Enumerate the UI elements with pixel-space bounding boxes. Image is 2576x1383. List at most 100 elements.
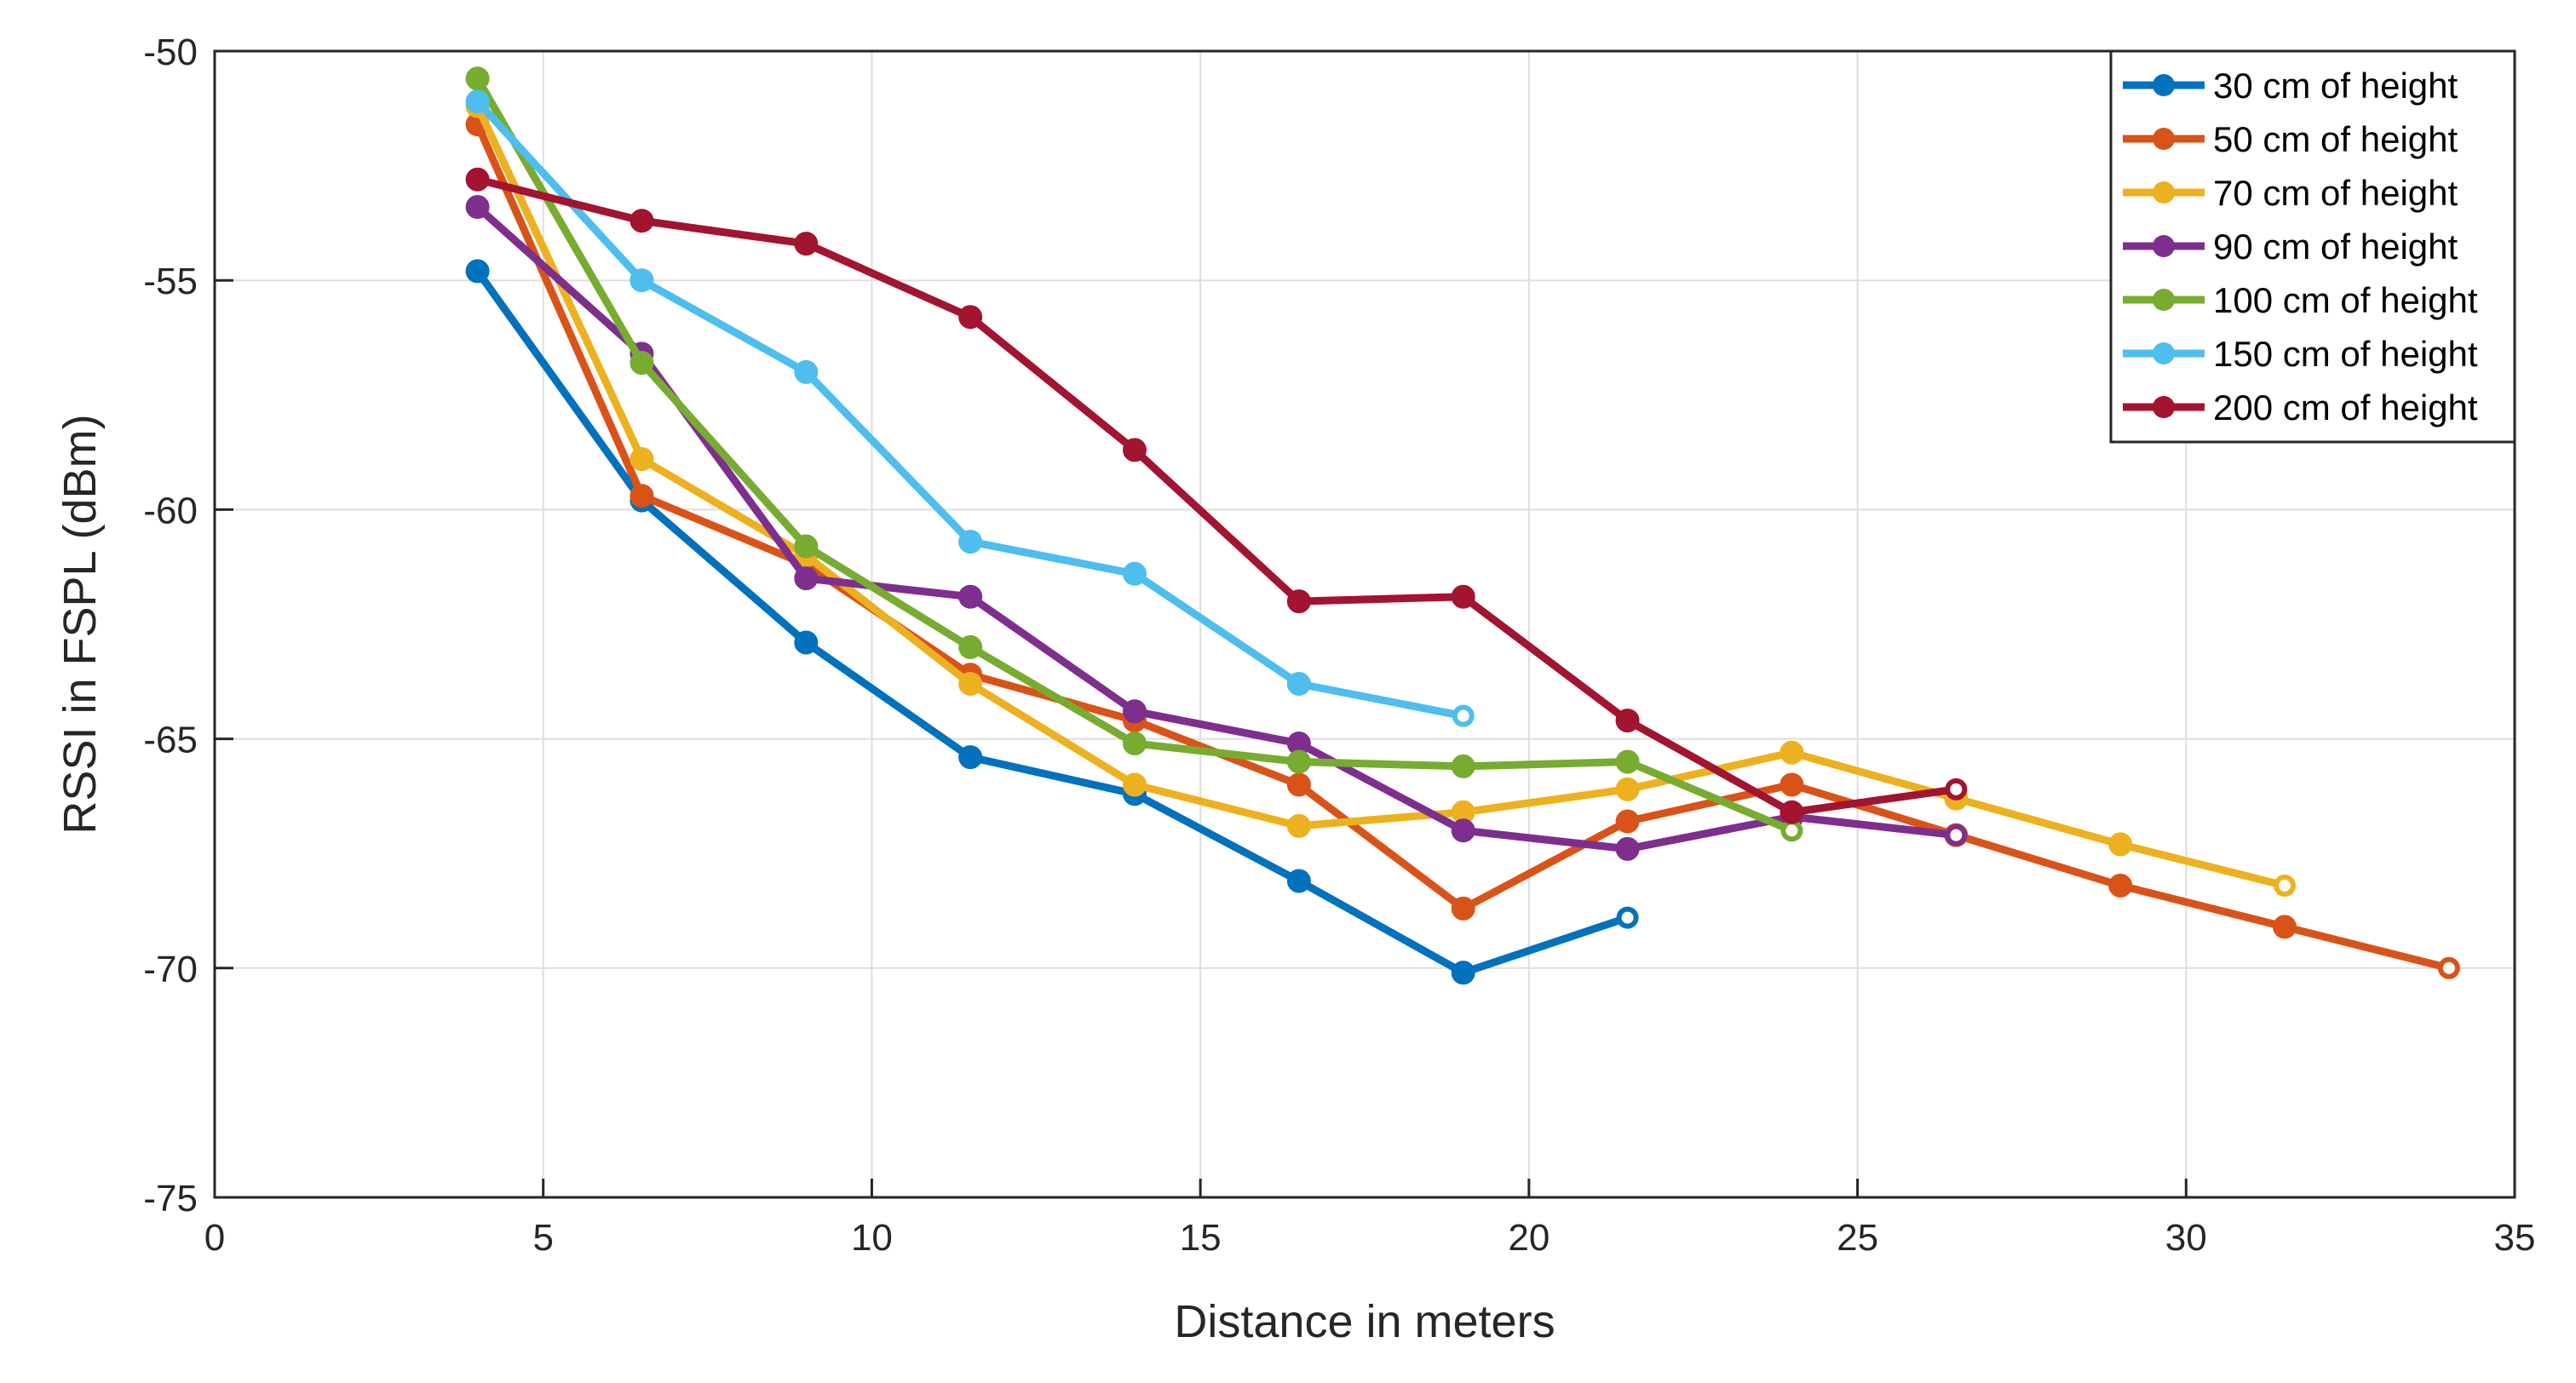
data-point — [1615, 777, 1640, 801]
series-6 — [465, 167, 1968, 824]
data-point — [794, 566, 819, 591]
data-point — [1780, 819, 1803, 842]
data-point — [1615, 709, 1640, 733]
data-point — [1123, 438, 1147, 462]
data-point — [794, 630, 819, 655]
data-point — [630, 351, 654, 376]
y-tick-label: -55 — [143, 261, 198, 302]
data-point — [1451, 818, 1475, 843]
data-point — [630, 209, 654, 233]
data-point — [2274, 874, 2296, 897]
data-point — [1286, 671, 1311, 696]
legend-marker — [2153, 342, 2175, 364]
data-point — [958, 584, 983, 609]
x-tick-label: 35 — [2494, 1217, 2536, 1259]
data-point — [1780, 800, 1804, 824]
y-tick-label: -75 — [143, 1178, 198, 1219]
data-point — [2273, 915, 2297, 939]
legend-marker — [2153, 396, 2175, 418]
y-tick-label: -70 — [143, 949, 198, 990]
data-point — [1286, 589, 1311, 614]
y-tick-label: -60 — [143, 490, 198, 531]
series-line — [474, 175, 1960, 817]
x-tick-label: 25 — [1837, 1217, 1878, 1259]
data-point — [465, 259, 490, 284]
legend-item: 200 cm of height — [2123, 387, 2478, 428]
x-tick-label: 15 — [1180, 1217, 1222, 1259]
legend-marker — [2153, 235, 2175, 257]
series-3 — [465, 195, 1968, 861]
y-tick-label: -50 — [143, 32, 198, 73]
y-axis: -75 -70 -65 -60 -55 -50 — [143, 32, 233, 1219]
legend-item: 150 cm of height — [2123, 334, 2478, 374]
data-point — [465, 167, 490, 192]
data-point — [1780, 740, 1804, 765]
plot-area — [213, 49, 2516, 1199]
data-point — [2108, 873, 2133, 898]
data-point — [1451, 896, 1475, 921]
data-point — [958, 305, 983, 330]
data-point — [1945, 778, 1968, 801]
data-point — [1452, 704, 1475, 727]
y-tick-label: -65 — [143, 720, 198, 761]
series-5 — [465, 89, 1475, 727]
data-point — [630, 447, 654, 472]
data-point — [465, 89, 490, 114]
data-point — [1286, 749, 1311, 774]
x-tick-label: 20 — [1508, 1217, 1550, 1259]
data-point — [794, 534, 819, 559]
data-point — [2108, 832, 2133, 857]
data-point — [958, 530, 983, 554]
data-point — [1123, 731, 1147, 755]
data-point — [1780, 772, 1804, 797]
x-tick-label: 10 — [851, 1217, 893, 1259]
x-axis: 0 5 10 15 20 25 30 35 — [204, 1179, 2536, 1259]
data-point — [794, 359, 819, 384]
legend: 30 cm of height 50 cm of height 70 cm of h… — [2109, 49, 2516, 444]
data-point — [1451, 754, 1475, 778]
legend-label: 70 cm of height — [2213, 173, 2458, 213]
legend-label: 50 cm of height — [2213, 119, 2458, 159]
data-point — [1123, 699, 1147, 724]
legend-item: 30 cm of height — [2123, 66, 2458, 106]
legend-label: 200 cm of height — [2213, 387, 2478, 428]
data-point — [1616, 906, 1639, 929]
x-tick-label: 5 — [532, 1217, 553, 1259]
legend-label: 30 cm of height — [2213, 66, 2458, 106]
data-point — [958, 671, 983, 696]
series-line — [474, 203, 1960, 853]
legend-marker — [2153, 181, 2175, 204]
data-point — [1615, 749, 1640, 774]
data-point — [1286, 813, 1311, 838]
data-point — [1286, 772, 1311, 797]
legend-item: 70 cm of height — [2123, 173, 2458, 213]
data-point — [958, 634, 983, 659]
x-tick-label: 30 — [2165, 1217, 2207, 1259]
data-point — [465, 195, 490, 220]
data-point — [1286, 869, 1311, 893]
series-line — [474, 267, 1632, 977]
legend-marker — [2153, 128, 2175, 150]
legend-label: 90 cm of height — [2213, 227, 2458, 267]
data-point — [465, 66, 490, 91]
data-point — [1123, 772, 1147, 797]
data-point — [1945, 823, 1968, 846]
legend-marker — [2153, 74, 2175, 96]
data-point — [1451, 584, 1475, 609]
data-point — [958, 745, 983, 770]
x-axis-label: Distance in meters — [1174, 1296, 1555, 1347]
series-4 — [465, 66, 1803, 842]
x-tick-label: 0 — [204, 1217, 225, 1259]
data-point — [1615, 809, 1640, 834]
legend-item: 50 cm of height — [2123, 119, 2458, 159]
legend-label: 150 cm of height — [2213, 334, 2478, 374]
data-point — [2437, 956, 2460, 979]
data-point — [630, 484, 654, 508]
data-point — [630, 268, 654, 293]
legend-item: 90 cm of height — [2123, 227, 2458, 267]
data-point — [1451, 961, 1475, 985]
legend-item: 100 cm of height — [2123, 280, 2478, 320]
data-point — [1615, 836, 1640, 861]
y-axis-label: RSSI in FSPL (dBm) — [55, 414, 106, 834]
